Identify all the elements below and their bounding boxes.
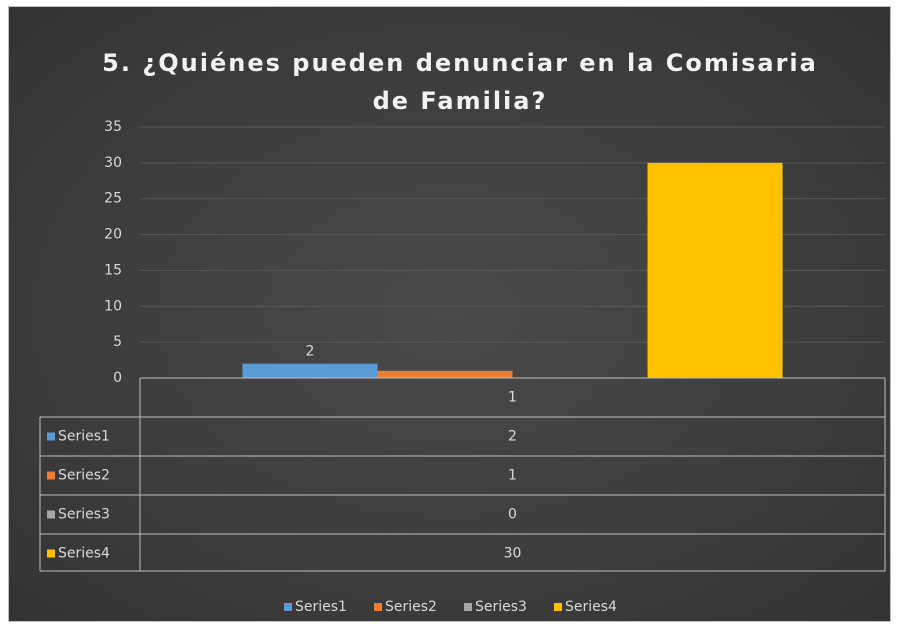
table-series-name: Series3 (58, 507, 110, 523)
bar (377, 370, 513, 378)
legend-label: Series3 (475, 599, 527, 615)
legend-label: Series1 (295, 599, 347, 615)
y-tick-label: 0 (113, 370, 122, 386)
table-series-name: Series4 (58, 546, 110, 562)
legend-label: Series4 (565, 599, 617, 615)
legend-label: Series2 (385, 599, 437, 615)
table-series-name: Series2 (58, 468, 110, 484)
y-tick-label: 25 (104, 191, 122, 207)
legend-key (554, 603, 562, 611)
chart-title: 5. ¿Quiénes pueden denunciar en la Comis… (102, 49, 818, 115)
table-legend-key (47, 471, 55, 480)
legend-key (464, 603, 472, 611)
legend-key (374, 603, 382, 611)
y-tick-label: 15 (104, 262, 122, 278)
table-legend-key (47, 549, 55, 558)
table-value: 2 (508, 429, 517, 445)
y-tick-label: 20 (104, 227, 122, 243)
table-value: 30 (504, 546, 522, 562)
table-series-name: Series1 (58, 429, 110, 445)
bar (647, 162, 783, 378)
legend-key (284, 603, 292, 611)
data-label: 2 (305, 344, 314, 360)
y-tick-label: 35 (104, 119, 122, 135)
table-value: 1 (508, 468, 517, 484)
y-tick-label: 30 (104, 155, 122, 171)
bar (242, 363, 378, 378)
y-tick-label: 10 (104, 298, 122, 314)
y-tick-label: 5 (113, 334, 122, 350)
table-category: 1 (508, 390, 517, 406)
table-value: 0 (508, 507, 517, 523)
table-legend-key (47, 432, 55, 441)
table-legend-key (47, 510, 55, 519)
